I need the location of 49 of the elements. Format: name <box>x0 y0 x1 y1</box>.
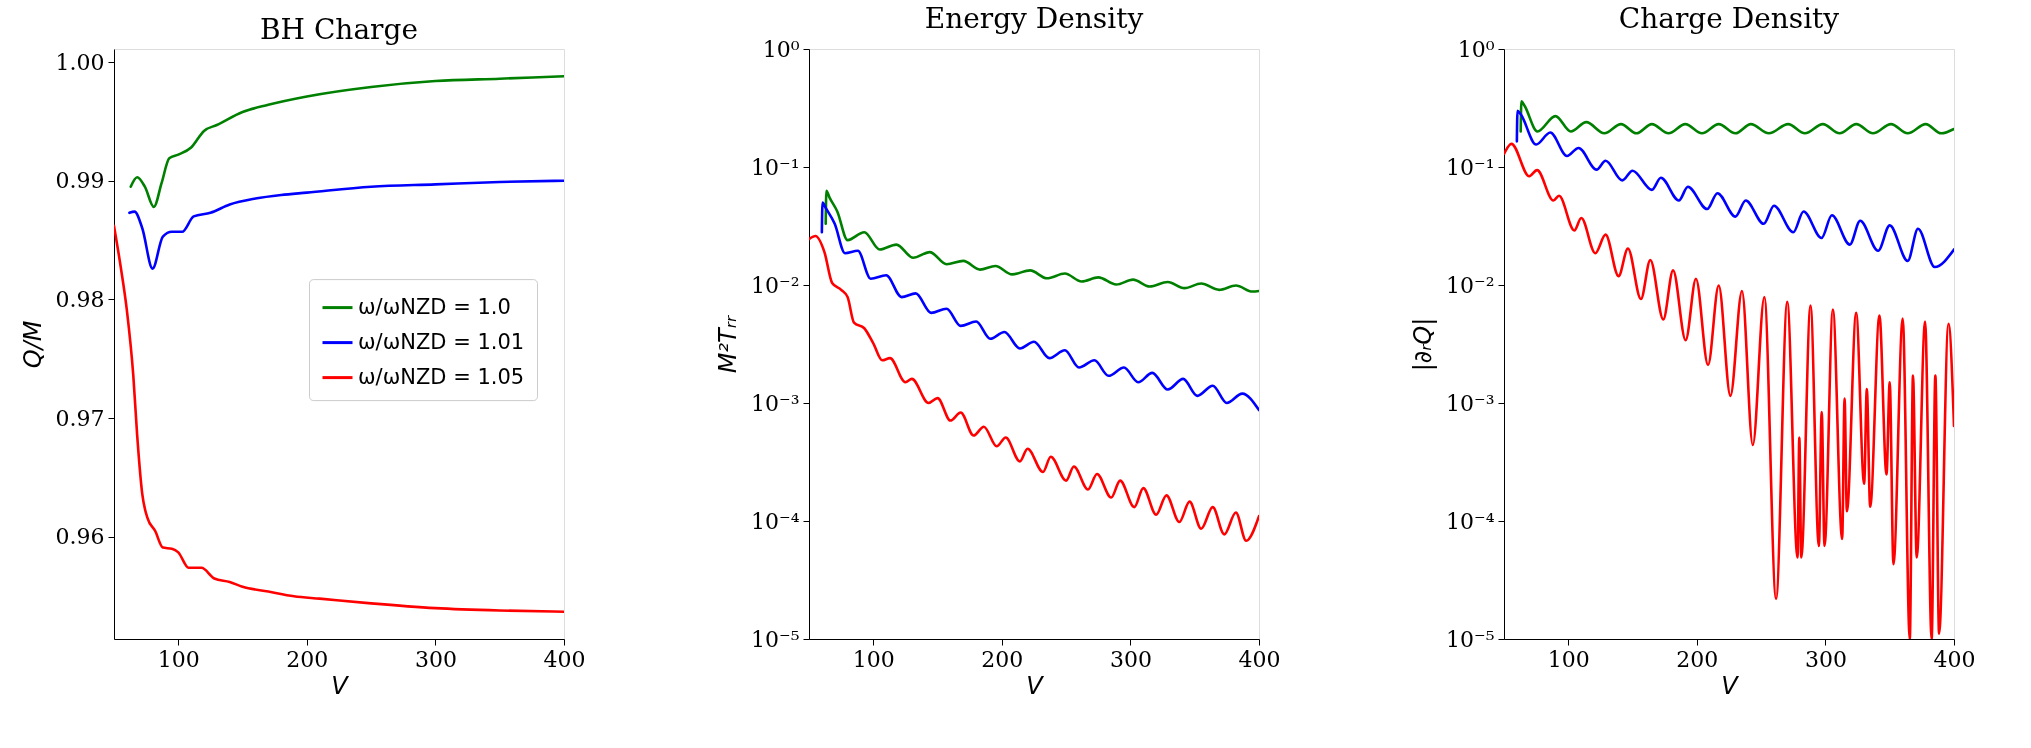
y-tick-label: 10⁰ <box>1457 36 1495 62</box>
x-tick-label: 400 <box>1933 646 1976 672</box>
y-axis-title: M²Tᵣᵣ <box>714 315 743 374</box>
x-tick-label: 300 <box>1109 646 1152 672</box>
chart-title: Energy Density <box>924 2 1144 35</box>
y-tick-label: 10⁻¹ <box>751 154 800 180</box>
x-axis-title: V <box>331 671 350 700</box>
y-tick-label: 10⁻² <box>1446 272 1495 298</box>
x-tick-label: 300 <box>1804 646 1847 672</box>
legend-label: ω/ωNZD = 1.05 <box>358 364 525 389</box>
x-tick-label: 300 <box>414 646 457 672</box>
y-tick-label: 0.97 <box>55 405 105 431</box>
x-tick-label: 400 <box>1238 646 1281 672</box>
y-axis-title: Q/M <box>18 320 47 369</box>
line-series <box>824 189 1259 293</box>
x-tick-label: 100 <box>1547 646 1590 672</box>
chart-title: Charge Density <box>1618 2 1840 35</box>
x-tick-label: 200 <box>981 646 1024 672</box>
x-tick-label: 100 <box>852 646 895 672</box>
x-tick-label: 100 <box>157 646 200 672</box>
y-tick-label: 10⁰ <box>762 36 800 62</box>
y-tick-label: 0.99 <box>55 168 105 194</box>
y-tick-label: 10⁻⁵ <box>1446 626 1495 652</box>
y-tick-label: 0.98 <box>55 286 105 312</box>
x-tick-label: 200 <box>1676 646 1719 672</box>
y-tick-label: 10⁻² <box>751 272 800 298</box>
legend-label: ω/ωNZD = 1.01 <box>358 329 525 354</box>
y-tick-label: 10⁻⁴ <box>1446 508 1495 534</box>
y-tick-label: 10⁻⁵ <box>751 626 800 652</box>
line-series <box>129 75 564 209</box>
chart-title: BH Charge <box>260 13 418 46</box>
y-tick-label: 10⁻⁴ <box>751 508 800 534</box>
x-axis-title: V <box>1721 671 1740 700</box>
y-tick-label: 10⁻³ <box>751 390 800 416</box>
line-series <box>1515 109 1954 269</box>
line-series <box>128 179 564 270</box>
y-tick-label: 10⁻¹ <box>1446 154 1495 180</box>
line-series <box>114 224 564 613</box>
line-series <box>1519 100 1954 135</box>
y-tick-label: 10⁻³ <box>1446 390 1495 416</box>
x-tick-label: 400 <box>543 646 586 672</box>
y-axis-title: |∂ᵣQ| <box>1409 317 1438 372</box>
y-tick-label: 1.00 <box>55 49 105 75</box>
x-axis-title: V <box>1026 671 1045 700</box>
x-tick-label: 200 <box>286 646 329 672</box>
y-tick-label: 0.96 <box>55 524 105 550</box>
legend-label: ω/ωNZD = 1.0 <box>358 294 511 319</box>
line-series <box>820 201 1259 412</box>
line-series <box>809 234 1259 543</box>
